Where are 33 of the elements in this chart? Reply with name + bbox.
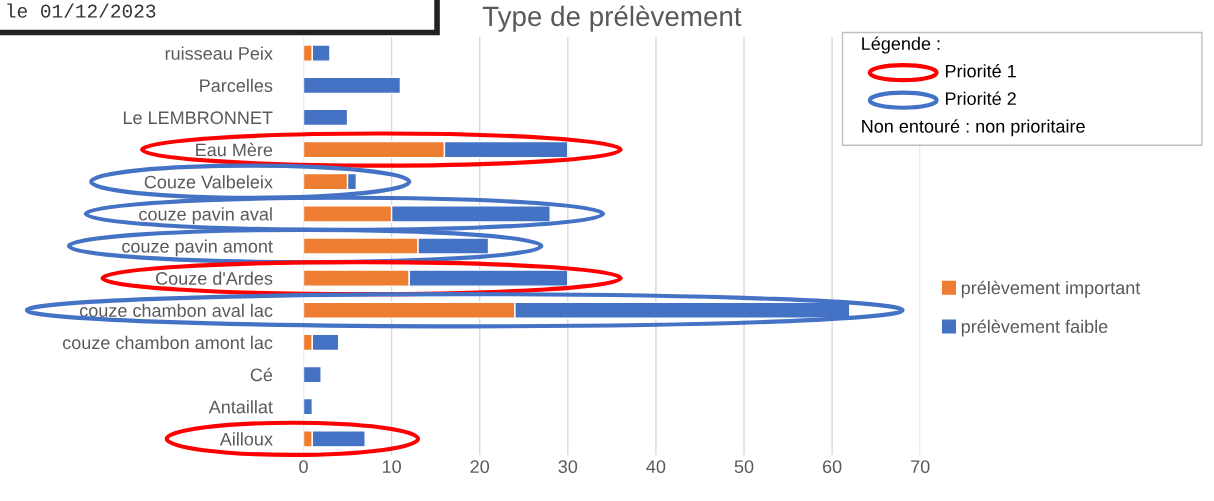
- y-tick-label: ruisseau Peix: [165, 46, 273, 60]
- x-tick-label: 10: [382, 460, 401, 474]
- y-tick-label: Eau Mère: [196, 142, 273, 157]
- y-tick-label: couze pavin amont: [122, 239, 273, 257]
- annotation: Non entouré : non prioritaire: [862, 119, 1085, 137]
- bar: [303, 76, 402, 95]
- x-tick-label: 20: [470, 460, 490, 474]
- y-tick-label: couze chambon aval lac: [80, 303, 273, 317]
- x-tick-label: 40: [646, 460, 666, 474]
- y-tick-label: Le LEMBRONNET: [123, 111, 273, 125]
- x-tick-label: 60: [822, 460, 842, 474]
- bar: [303, 397, 314, 416]
- x-tick-label: 30: [558, 460, 578, 474]
- y-tick-label: couze chambon amont lac: [62, 335, 273, 350]
- bar: [303, 365, 322, 384]
- text: Priorité 1: [945, 64, 1016, 78]
- y-tick-label: couze pavin aval: [139, 207, 272, 225]
- bar: [303, 108, 349, 127]
- legend-label: prélèvement faible: [961, 319, 1108, 337]
- text: le 01/12/2023: [7, 3, 156, 18]
- chart-title: Type de prélèvement: [482, 5, 742, 32]
- y-tick-label: Couze Valbeleix: [144, 175, 273, 189]
- legend-label: prélèvement important: [961, 280, 1141, 298]
- y-tick-label: Couze d'Ardes: [156, 271, 273, 285]
- y-tick-label: Cé: [250, 367, 273, 382]
- y-tick-label: Ailloux: [219, 432, 273, 446]
- x-tick-label: 50: [734, 460, 754, 474]
- x-tick-label: 70: [911, 460, 930, 474]
- x-tick-label: 0: [299, 460, 308, 474]
- y-tick-label: Antaillat: [208, 400, 273, 414]
- text: Priorité 2: [945, 91, 1016, 106]
- annotation: Légende :: [862, 36, 940, 54]
- y-tick-label: Parcelles: [200, 78, 273, 93]
